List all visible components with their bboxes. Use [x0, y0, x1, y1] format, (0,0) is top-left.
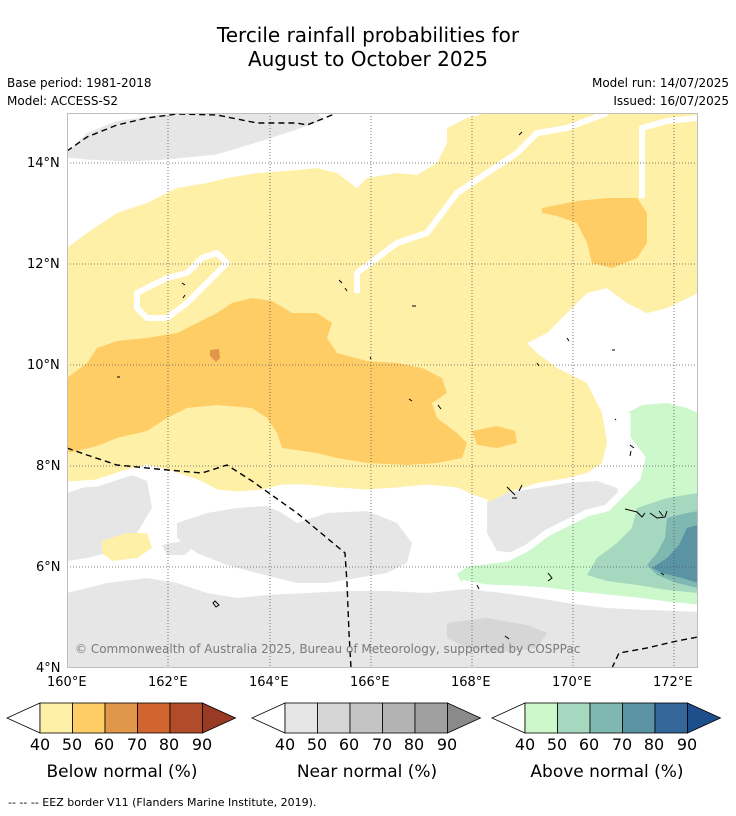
eez-border [67, 113, 698, 668]
lat-tick-label: 8°N [36, 459, 61, 474]
below-colorbar-tick: 60 [93, 735, 115, 754]
colorbar-under-extension [251, 702, 286, 734]
above-normal-colorbar [491, 702, 722, 734]
colorbar-over-extension [447, 702, 482, 734]
colorbar-over-extension [687, 702, 722, 734]
near-colorbar-tick: 90 [436, 735, 458, 754]
eez-footnote: -- -- -- EEZ border V11 (Flanders Marine… [8, 796, 317, 809]
near-colorbar-tick: 50 [306, 735, 328, 754]
above-colorbar-tick: 40 [514, 735, 536, 754]
below-colorbar-tick: 90 [191, 735, 213, 754]
below-colorbar-tick: 40 [29, 735, 51, 754]
boundary-near-below [639, 115, 698, 198]
near-colorbar-tick: 70 [371, 735, 393, 754]
rainfall-map [67, 113, 698, 668]
above-colorbar-tick: 50 [546, 735, 568, 754]
colorbar-under-extension [6, 702, 41, 734]
colorbar-swatch [654, 702, 688, 734]
above-colorbar-tick: 60 [578, 735, 600, 754]
near-normal-legend-title: Near normal (%) [296, 762, 438, 782]
lon-tick-label: 166°E [350, 675, 390, 690]
copyright-notice: © Commonwealth of Australia 2025, Bureau… [75, 642, 581, 656]
model-run-date: Model run: 14/07/2025 [591, 76, 729, 90]
lat-tick-label: 4°N [36, 661, 61, 676]
below-colorbar-tick: 70 [126, 735, 148, 754]
below-normal-50-region [67, 198, 647, 465]
lat-tick-label: 6°N [36, 560, 61, 575]
lon-tick-label: 170°E [552, 675, 592, 690]
colorbar-swatch [589, 702, 623, 734]
near-normal-colorbar [251, 702, 482, 734]
lon-tick-label: 172°E [653, 675, 693, 690]
colorbar-swatch [169, 702, 203, 734]
above-colorbar-tick: 90 [676, 735, 698, 754]
colorbar-swatch [382, 702, 416, 734]
map-frame [67, 113, 698, 668]
below-colorbar-tick: 50 [61, 735, 83, 754]
map-title-line1: Tercile rainfall probabilities for [216, 23, 520, 47]
lon-tick-label: 162°E [148, 675, 188, 690]
lon-tick-label: 168°E [451, 675, 491, 690]
colorbar-swatch [104, 702, 138, 734]
below-normal-colorbar [6, 702, 237, 734]
below-normal-legend-title: Below normal (%) [46, 762, 198, 782]
lat-tick-label: 10°N [27, 358, 60, 373]
islands [117, 131, 668, 640]
colorbar-swatch [349, 702, 383, 734]
colorbar-swatch [557, 702, 591, 734]
lon-tick-label: 160°E [47, 675, 87, 690]
boundary-near-below [134, 250, 230, 321]
colorbar-swatch [284, 702, 318, 734]
below-normal-60-region [210, 349, 220, 362]
boundary-near-above [461, 579, 698, 612]
issued-date: Issued: 16/07/2025 [613, 94, 729, 108]
above-colorbar-tick: 80 [643, 735, 665, 754]
colorbar-swatch [39, 702, 73, 734]
lat-tick-label: 14°N [27, 156, 60, 171]
gridlines [67, 113, 698, 668]
base-period: Base period: 1981-2018 [7, 76, 152, 90]
boundary-near-below [67, 464, 489, 507]
above-colorbar-tick: 70 [611, 735, 633, 754]
map-title-line2: August to October 2025 [247, 47, 489, 71]
below-normal-40-region [67, 113, 698, 561]
colorbar-swatch [72, 702, 106, 734]
above-normal-70-region [652, 525, 698, 583]
lon-tick-label: 164°E [249, 675, 289, 690]
near-colorbar-tick: 60 [338, 735, 360, 754]
colorbar-swatch [524, 702, 558, 734]
above-normal-legend-title: Above normal (%) [530, 762, 684, 782]
colorbar-under-extension [491, 702, 526, 734]
colorbar-swatch [137, 702, 171, 734]
colorbar-swatch [414, 702, 448, 734]
near-colorbar-tick: 80 [403, 735, 425, 754]
boundary-near-above [453, 413, 646, 574]
colorbar-swatch [317, 702, 351, 734]
colorbar-over-extension [202, 702, 237, 734]
model-name: Model: ACCESS-S2 [7, 94, 119, 108]
lat-tick-label: 12°N [27, 257, 60, 272]
below-colorbar-tick: 80 [158, 735, 180, 754]
colorbar-swatch [622, 702, 656, 734]
near-colorbar-tick: 40 [274, 735, 296, 754]
